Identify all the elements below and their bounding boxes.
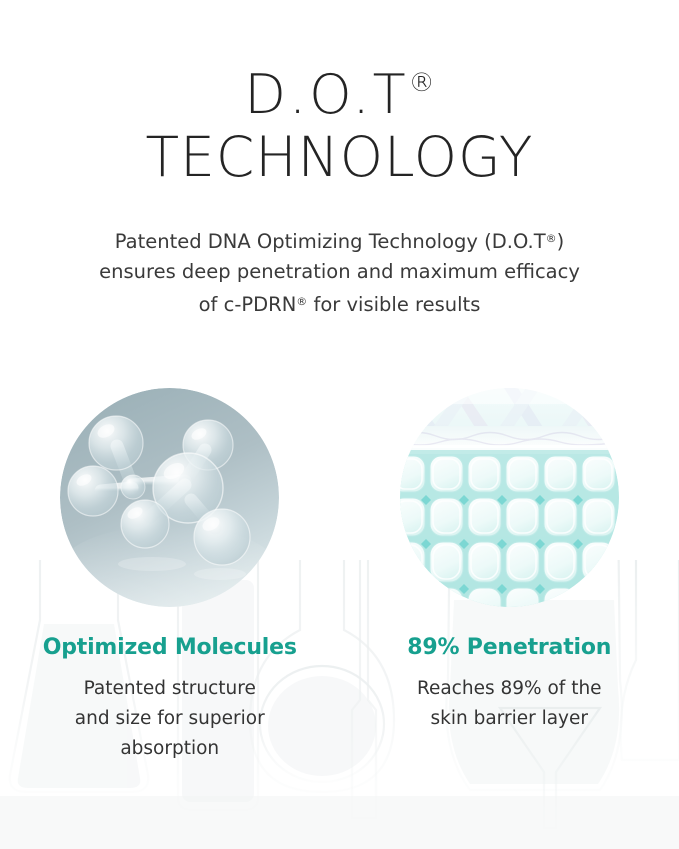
- registered-mark-icon: ®: [296, 295, 308, 308]
- feature-title-optimized-molecules: Optimized Molecules: [42, 635, 297, 660]
- feature-description-line: and size for superior: [74, 708, 265, 729]
- feature-title-penetration: 89% Penetration: [407, 635, 612, 660]
- subtitle-line-3: of c-PDRN® for visible results: [0, 287, 679, 320]
- headline-line-1: D.O.T®: [0, 52, 679, 126]
- skin-barrier-lattice-illustration: [399, 388, 619, 607]
- subtitle-line-1-text-a: Patented DNA Optimizing Technology (D.O.…: [114, 230, 546, 253]
- subtitle-line-2: ensures deep penetration and maximum eff…: [99, 260, 580, 283]
- headline-main-text: D.O.T: [244, 63, 409, 126]
- subtitle-line-1: Patented DNA Optimizing Technology (D.O.…: [0, 224, 679, 257]
- feature-optimized-molecules: Optimized Molecules Patented structure a…: [0, 388, 340, 764]
- molecule-illustration: [60, 388, 280, 607]
- subtitle-line-1-text-b: ): [556, 230, 565, 253]
- subtitle-line-3-text-a: of c-PDRN: [198, 293, 297, 316]
- page-subtitle: Patented DNA Optimizing Technology (D.O.…: [0, 224, 679, 320]
- feature-list: Optimized Molecules Patented structure a…: [0, 388, 679, 764]
- page-title: D.O.T® TECHNOLOGY: [0, 52, 679, 189]
- feature-description-line: skin barrier layer: [430, 708, 589, 729]
- feature-description-line: Reaches 89% of the: [416, 678, 602, 699]
- feature-description-optimized-molecules: Patented structure and size for superior…: [75, 674, 265, 764]
- registered-mark-icon: ®: [545, 232, 557, 245]
- feature-description-penetration: Reaches 89% of the skin barrier layer: [417, 674, 602, 734]
- feature-description-line: Patented structure: [83, 678, 256, 699]
- subtitle-line-3-text-b: for visible results: [307, 293, 481, 316]
- feature-description-line: absorption: [120, 738, 220, 759]
- headline-line-2: TECHNOLOGY: [145, 125, 534, 189]
- feature-penetration: 89% Penetration Reaches 89% of the skin …: [340, 388, 679, 764]
- registered-mark-icon: ®: [408, 68, 435, 98]
